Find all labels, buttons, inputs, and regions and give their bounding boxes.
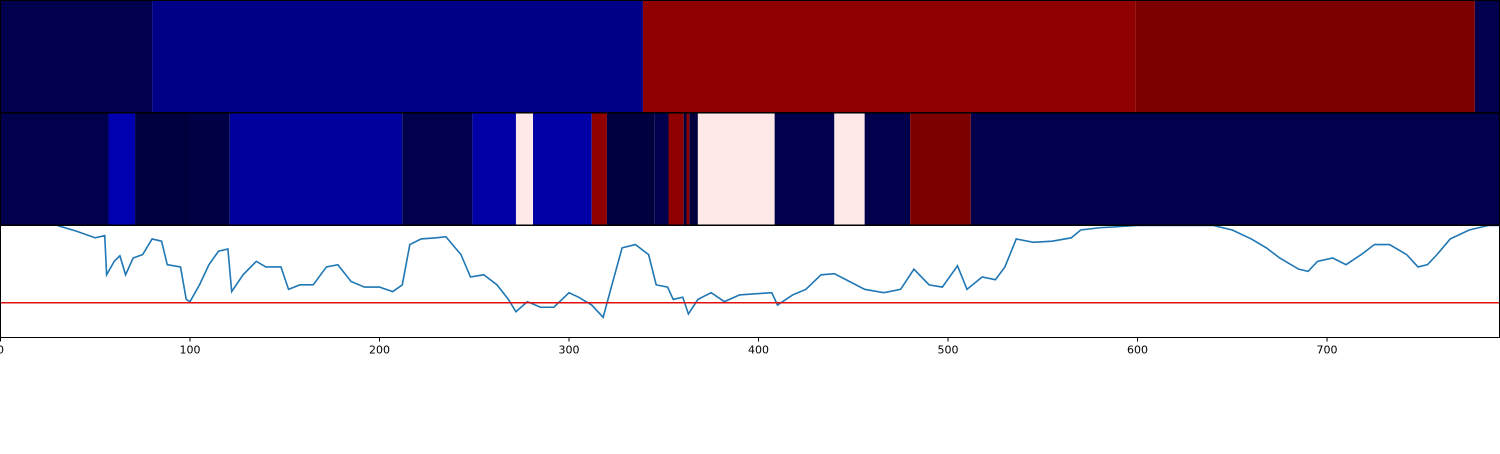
strip-segment — [774, 113, 835, 225]
data-line — [57, 225, 1500, 319]
strip-segment — [1474, 0, 1500, 113]
strip-segment — [515, 113, 534, 225]
strip-segment — [108, 113, 136, 225]
strip-segment — [668, 113, 684, 225]
strip-segment — [683, 113, 687, 225]
x-tick-label: 500 — [938, 344, 959, 357]
strip-segment — [689, 113, 698, 225]
strip-segment — [0, 113, 109, 225]
strip-segment — [0, 0, 153, 113]
x-tick-label: 400 — [748, 344, 769, 357]
panel-frame — [0, 225, 1500, 338]
x-tick-label: 300 — [559, 344, 580, 357]
strip-segment — [229, 113, 403, 225]
strip-segment — [642, 0, 1136, 113]
strip-segment — [472, 113, 516, 225]
strip-segment — [686, 113, 690, 225]
strip-segment — [606, 113, 655, 225]
strip-segment — [135, 113, 191, 225]
strip-segment — [697, 113, 775, 225]
strip-segment — [591, 113, 607, 225]
strip-segment — [190, 113, 230, 225]
strip-segment — [152, 0, 643, 113]
x-tick-label: 100 — [180, 344, 201, 357]
strip-segment — [1135, 0, 1475, 113]
strip-segment — [402, 113, 473, 225]
x-tick-label: 700 — [1317, 344, 1338, 357]
x-tick-label: 0 — [0, 344, 4, 357]
strip-segment — [910, 113, 971, 225]
strip-segment — [533, 113, 592, 225]
x-tick-label: 200 — [369, 344, 390, 357]
strip-segment — [834, 113, 865, 225]
strip-segment — [864, 113, 911, 225]
x-tick-label: 600 — [1127, 344, 1148, 357]
strip-segment — [654, 113, 669, 225]
strip-segment — [970, 113, 1500, 225]
